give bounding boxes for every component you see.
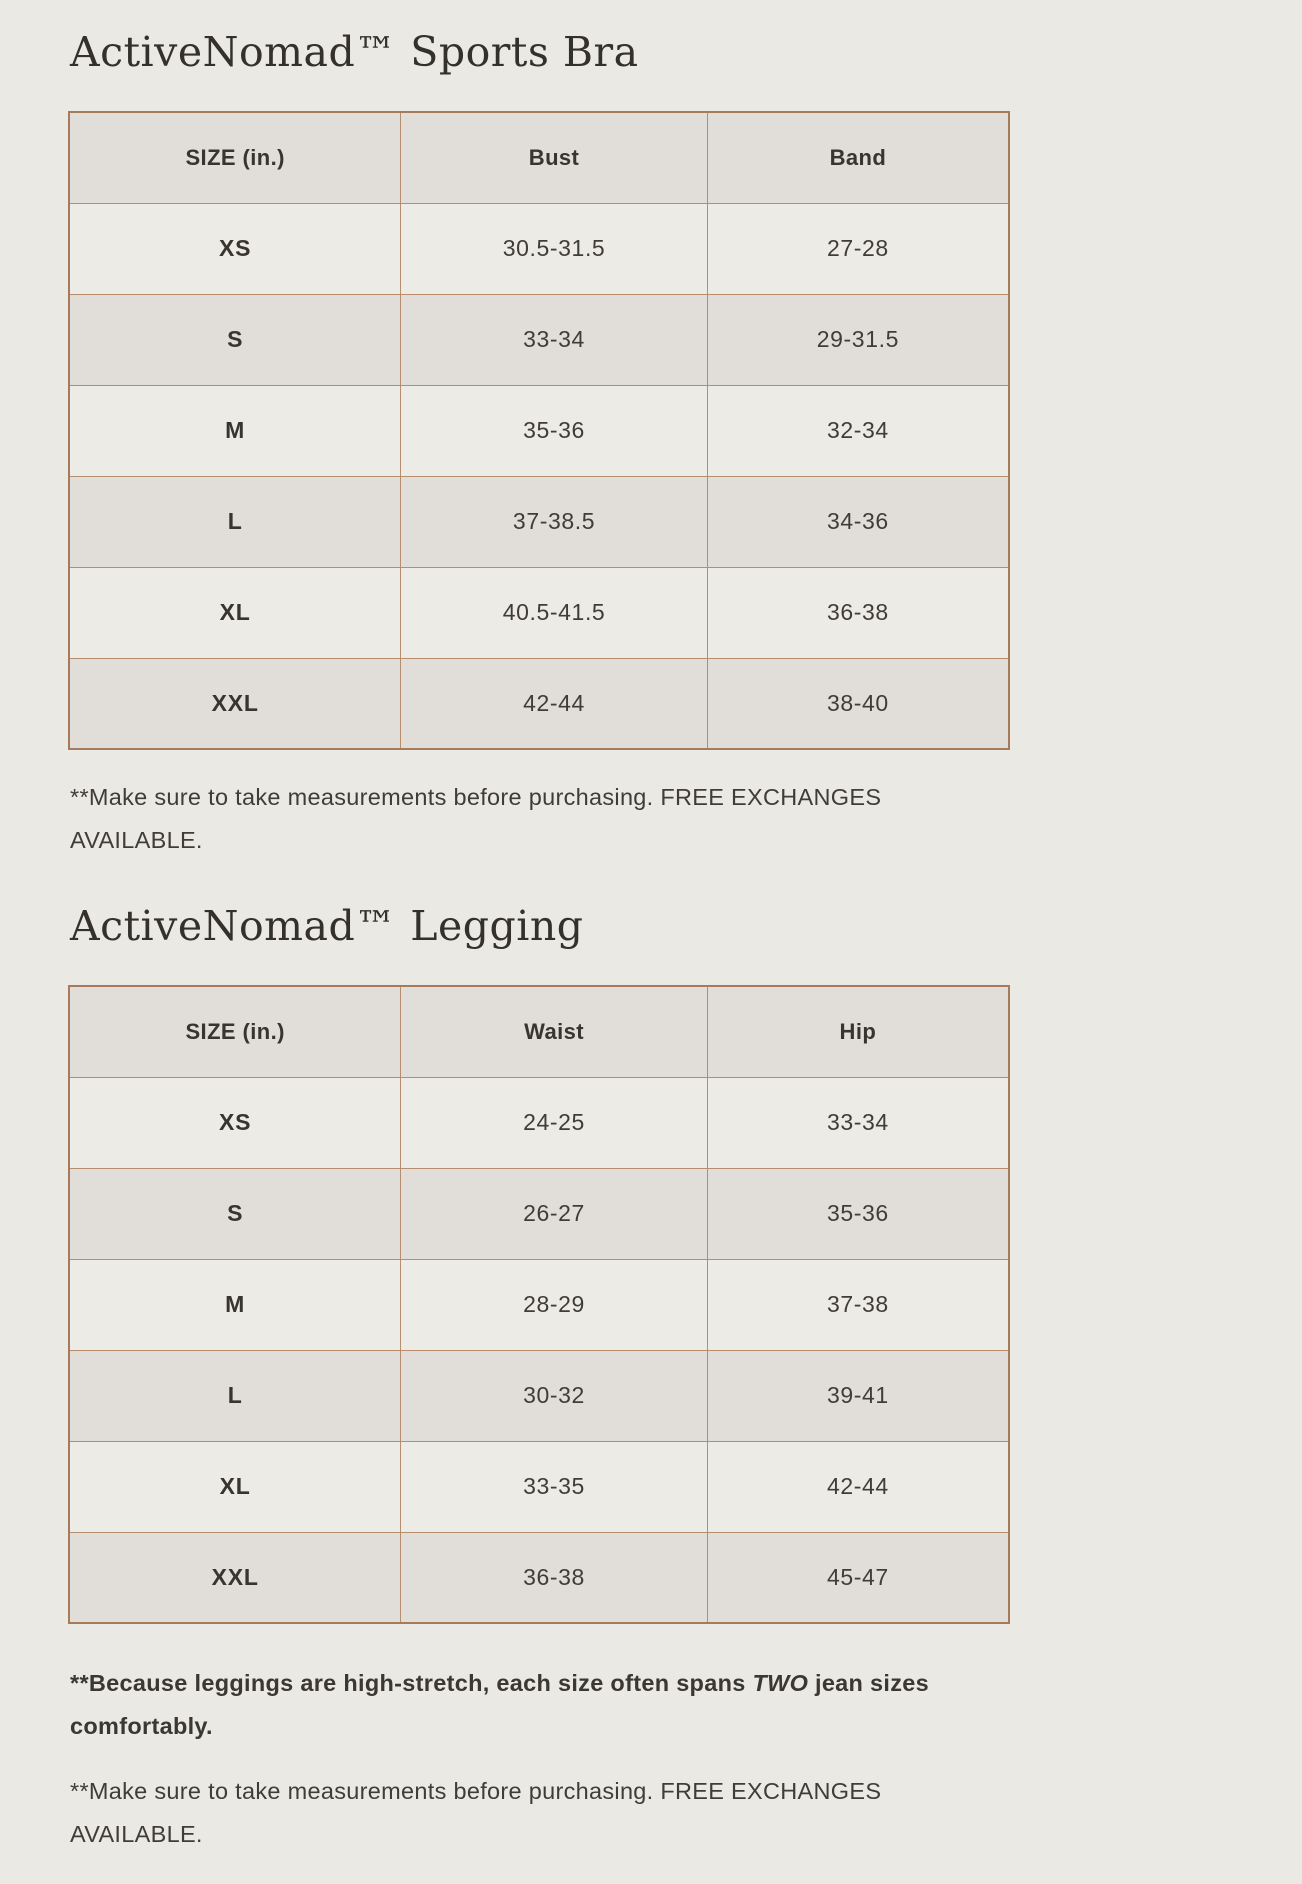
hip-value: 39-41 (706, 1349, 1010, 1442)
note-line: **Make sure to take measurements before … (70, 784, 882, 810)
legging-section-title: ActiveNomad™ Legging (70, 902, 584, 950)
band-value: 38-40 (706, 657, 1010, 750)
stretch-note-prefix: **Because leggings are high-stretch, eac… (70, 1670, 753, 1696)
note-line: AVAILABLE. (70, 1821, 203, 1847)
bust-value: 30.5-31.5 (400, 202, 708, 295)
size-label: XS (68, 202, 402, 295)
band-value: 32-34 (706, 384, 1010, 477)
bust-value: 40.5-41.5 (400, 566, 708, 659)
hip-value: 42-44 (706, 1440, 1010, 1533)
note-line: AVAILABLE. (70, 827, 203, 853)
size-label: S (68, 293, 402, 386)
hip-value: 35-36 (706, 1167, 1010, 1260)
table-row: XS 24-25 33-34 (68, 1076, 1010, 1169)
column-header-size: SIZE (in.) (68, 985, 402, 1078)
size-label: S (68, 1167, 402, 1260)
size-label: XXL (68, 657, 402, 750)
bra-measurement-note: **Make sure to take measurements before … (70, 776, 1030, 862)
column-header-bust: Bust (400, 111, 708, 204)
bust-value: 42-44 (400, 657, 708, 750)
note-line: **Make sure to take measurements before … (70, 1778, 882, 1804)
band-value: 34-36 (706, 475, 1010, 568)
waist-value: 33-35 (400, 1440, 708, 1533)
legging-size-table: SIZE (in.) Waist Hip XS 24-25 33-34 S 26… (68, 985, 1010, 1624)
size-label: XL (68, 1440, 402, 1533)
stretch-note-emphasis: TWO (752, 1670, 809, 1696)
table-row: M 28-29 37-38 (68, 1258, 1010, 1351)
waist-value: 26-27 (400, 1167, 708, 1260)
band-value: 27-28 (706, 202, 1010, 295)
table-row: L 37-38.5 34-36 (68, 475, 1010, 568)
band-value: 36-38 (706, 566, 1010, 659)
waist-value: 24-25 (400, 1076, 708, 1169)
legging-measurement-note: **Make sure to take measurements before … (70, 1770, 1030, 1856)
bust-value: 37-38.5 (400, 475, 708, 568)
column-header-hip: Hip (706, 985, 1010, 1078)
band-value: 29-31.5 (706, 293, 1010, 386)
waist-value: 30-32 (400, 1349, 708, 1442)
bra-header-row: SIZE (in.) Bust Band (68, 111, 1010, 204)
size-label: XL (68, 566, 402, 659)
hip-value: 37-38 (706, 1258, 1010, 1351)
note-line: comfortably. (70, 1713, 213, 1739)
legging-header-row: SIZE (in.) Waist Hip (68, 985, 1010, 1078)
table-row: XL 33-35 42-44 (68, 1440, 1010, 1533)
table-row: M 35-36 32-34 (68, 384, 1010, 477)
legging-stretch-note: **Because leggings are high-stretch, eac… (70, 1662, 1030, 1748)
column-header-size: SIZE (in.) (68, 111, 402, 204)
size-label: M (68, 384, 402, 477)
table-row: S 26-27 35-36 (68, 1167, 1010, 1260)
waist-value: 28-29 (400, 1258, 708, 1351)
hip-value: 45-47 (706, 1531, 1010, 1624)
size-label: L (68, 475, 402, 568)
size-label: XS (68, 1076, 402, 1169)
table-row: XXL 36-38 45-47 (68, 1531, 1010, 1624)
column-header-band: Band (706, 111, 1010, 204)
bra-section-title: ActiveNomad™ Sports Bra (70, 28, 639, 76)
table-row: XS 30.5-31.5 27-28 (68, 202, 1010, 295)
waist-value: 36-38 (400, 1531, 708, 1624)
hip-value: 33-34 (706, 1076, 1010, 1169)
stretch-note-suffix: jean sizes (808, 1670, 930, 1696)
bust-value: 33-34 (400, 293, 708, 386)
size-label: M (68, 1258, 402, 1351)
size-label: L (68, 1349, 402, 1442)
size-label: XXL (68, 1531, 402, 1624)
table-row: XL 40.5-41.5 36-38 (68, 566, 1010, 659)
bra-size-table: SIZE (in.) Bust Band XS 30.5-31.5 27-28 … (68, 111, 1010, 750)
table-row: S 33-34 29-31.5 (68, 293, 1010, 386)
table-row: XXL 42-44 38-40 (68, 657, 1010, 750)
column-header-waist: Waist (400, 985, 708, 1078)
table-row: L 30-32 39-41 (68, 1349, 1010, 1442)
bust-value: 35-36 (400, 384, 708, 477)
note-line: **Because leggings are high-stretch, eac… (70, 1662, 1030, 1705)
